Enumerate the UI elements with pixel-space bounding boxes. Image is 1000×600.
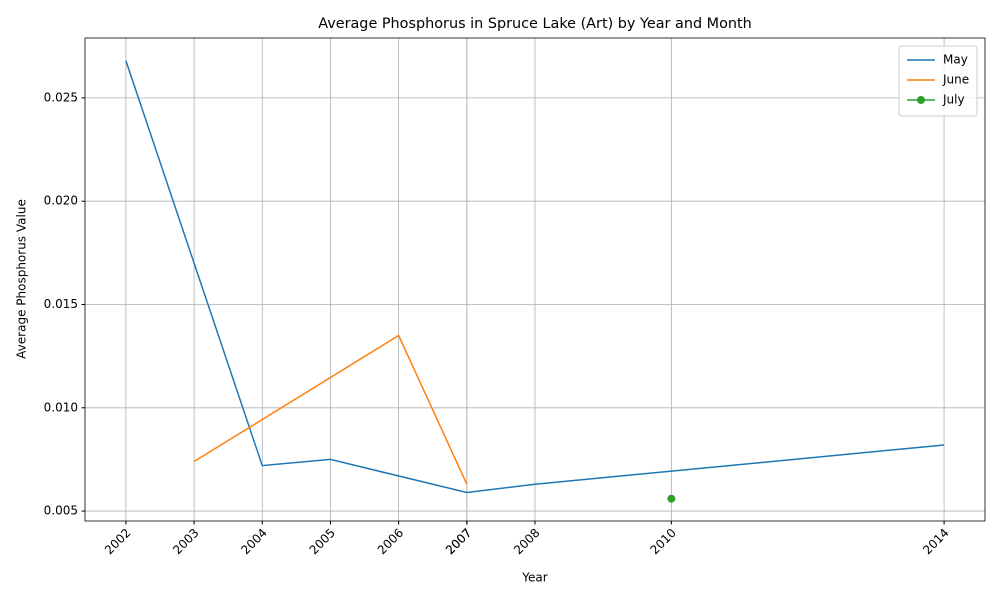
y-axis-label: Average Phosphorus Value	[15, 199, 29, 359]
series-line	[125, 60, 945, 494]
plot-frame	[84, 37, 986, 522]
legend-label: July	[942, 93, 965, 107]
chart-title: Average Phosphorus in Spruce Lake (Art) …	[318, 16, 752, 32]
y-tick-label: 0.005	[44, 504, 78, 518]
x-axis-label: Year	[521, 571, 547, 585]
y-tick-label: 0.010	[44, 400, 78, 414]
series-line	[193, 334, 468, 485]
y-tick-label: 0.025	[44, 90, 78, 104]
legend-marker	[917, 96, 925, 104]
y-tick-label: 0.015	[44, 297, 78, 311]
legend-label: June	[942, 73, 969, 87]
legend-label: May	[943, 53, 968, 67]
data-point	[667, 494, 676, 503]
y-tick-label: 0.020	[44, 194, 78, 208]
